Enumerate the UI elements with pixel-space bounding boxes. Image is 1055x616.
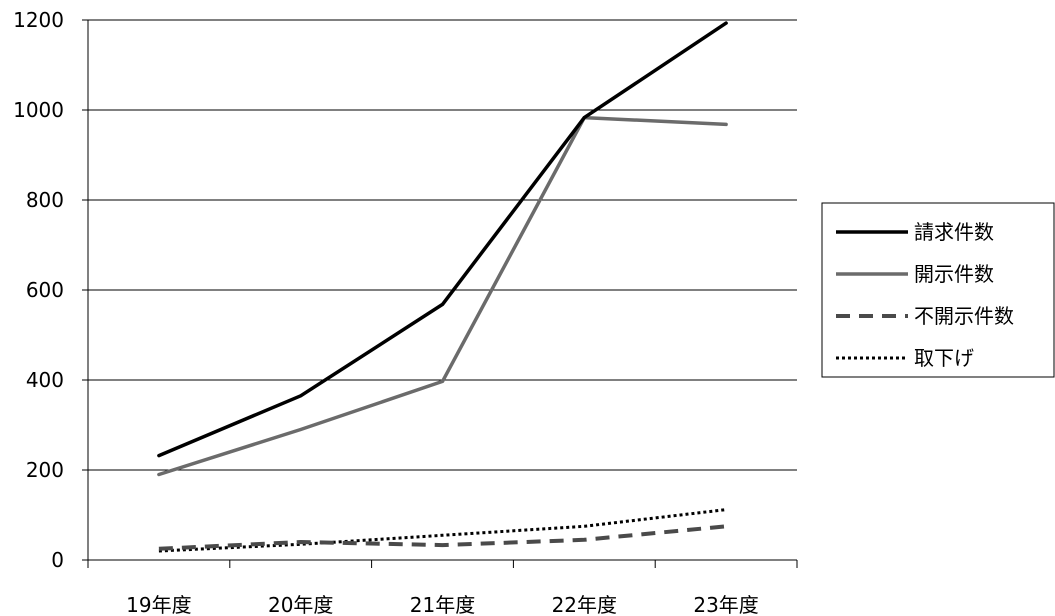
legend-label: 取下げ [914, 346, 974, 370]
y-tick-label: 1200 [13, 8, 64, 32]
y-tick-label: 0 [51, 548, 64, 572]
series-line-4 [158, 508, 727, 553]
y-tick-label: 600 [26, 278, 64, 302]
series-lines [157, 21, 728, 553]
x-tick-label: 19年度 [126, 593, 191, 616]
legend-label: 開示件数 [914, 262, 994, 286]
y-tick-label: 400 [26, 368, 64, 392]
x-tick-label: 20年度 [268, 593, 333, 616]
y-tick-label: 200 [26, 458, 64, 482]
x-tick-label: 22年度 [552, 593, 617, 616]
x-tick-label: 23年度 [693, 593, 758, 616]
grid-lines [88, 19, 797, 471]
legend-label: 請求件数 [914, 220, 994, 244]
series-line-2 [157, 115, 728, 477]
y-tick-label: 800 [26, 188, 64, 212]
y-tick-label: 1000 [13, 98, 64, 122]
axes [82, 19, 798, 568]
tick-labels: 0 200 400 600 800 1000 1200 19年度 20年度 21年度 22年度 23年… [13, 8, 759, 616]
legend-label: 不開示件数 [914, 304, 1014, 328]
x-tick-label: 21年度 [410, 593, 475, 616]
series-line-3 [158, 524, 727, 551]
series-line-1 [157, 21, 728, 458]
